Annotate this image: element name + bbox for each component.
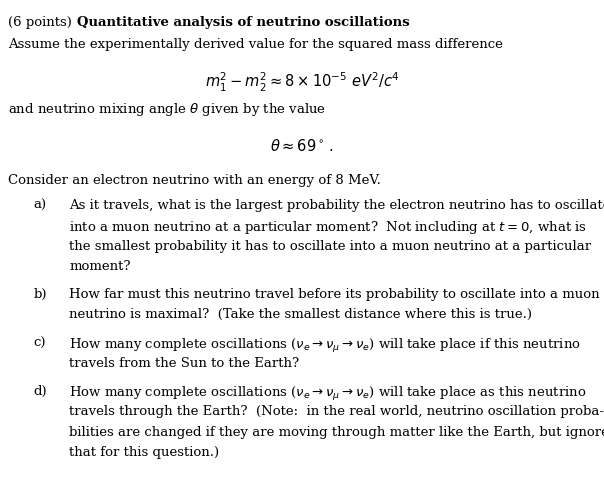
Text: and neutrino mixing angle $\theta$ given by the value: and neutrino mixing angle $\theta$ given… bbox=[8, 101, 326, 118]
Text: How far must this neutrino travel before its probability to oscillate into a muo: How far must this neutrino travel before… bbox=[69, 287, 600, 301]
Text: a): a) bbox=[33, 198, 47, 212]
Text: Quantitative analysis of neutrino oscillations: Quantitative analysis of neutrino oscill… bbox=[77, 16, 410, 30]
Text: How many complete oscillations ($\nu_e \rightarrow \nu_\mu \rightarrow \nu_e$) w: How many complete oscillations ($\nu_e \… bbox=[69, 384, 587, 402]
Text: travels from the Sun to the Earth?: travels from the Sun to the Earth? bbox=[69, 356, 300, 369]
Text: that for this question.): that for this question.) bbox=[69, 445, 220, 458]
Text: Consider an electron neutrino with an energy of 8 MeV.: Consider an electron neutrino with an en… bbox=[8, 174, 381, 187]
Text: $\theta \approx 69^\circ\,.$: $\theta \approx 69^\circ\,.$ bbox=[270, 137, 334, 153]
Text: As it travels, what is the largest probability the electron neutrino has to osci: As it travels, what is the largest proba… bbox=[69, 198, 604, 212]
Text: c): c) bbox=[33, 336, 46, 349]
Text: $m_1^2 - m_2^2 \approx 8 \times 10^{-5}\ eV^2/c^4$: $m_1^2 - m_2^2 \approx 8 \times 10^{-5}\… bbox=[205, 70, 399, 93]
Text: bilities are changed if they are moving through matter like the Earth, but ignor: bilities are changed if they are moving … bbox=[69, 425, 604, 438]
Text: Assume the experimentally derived value for the squared mass difference: Assume the experimentally derived value … bbox=[8, 38, 503, 51]
Text: travels through the Earth?  (Note:  in the real world, neutrino oscillation prob: travels through the Earth? (Note: in the… bbox=[69, 405, 604, 418]
Text: How many complete oscillations ($\nu_e \rightarrow \nu_\mu \rightarrow \nu_e$) w: How many complete oscillations ($\nu_e \… bbox=[69, 336, 582, 354]
Text: into a muon neutrino at a particular moment?  Not including at $t = 0$, what is: into a muon neutrino at a particular mom… bbox=[69, 219, 588, 236]
Text: d): d) bbox=[33, 384, 47, 397]
Text: b): b) bbox=[33, 287, 47, 301]
Text: the smallest probability it has to oscillate into a muon neutrino at a particula: the smallest probability it has to oscil… bbox=[69, 239, 591, 252]
Text: neutrino is maximal?  (Take the smallest distance where this is true.): neutrino is maximal? (Take the smallest … bbox=[69, 308, 533, 321]
Text: moment?: moment? bbox=[69, 259, 131, 272]
Text: (6 points): (6 points) bbox=[8, 16, 76, 30]
